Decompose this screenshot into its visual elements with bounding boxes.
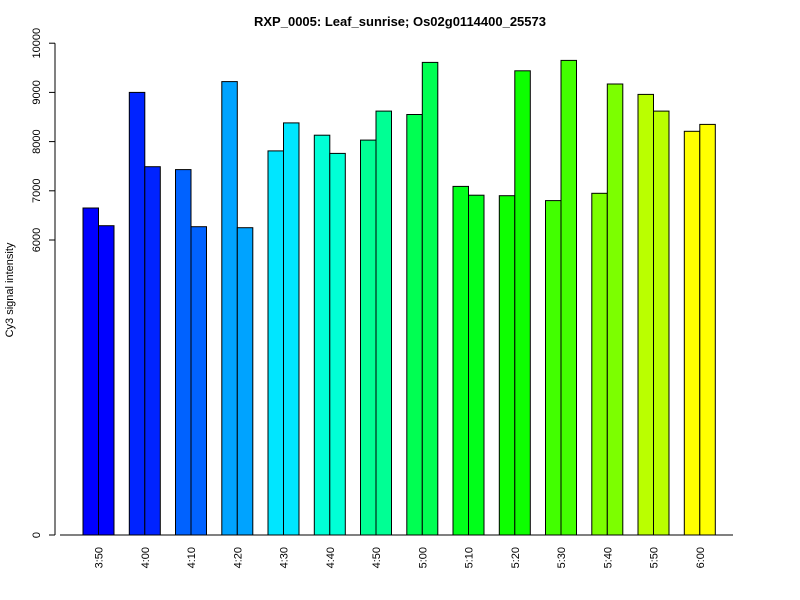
x-tick-label: 4:30 (279, 547, 291, 568)
x-tick-label: 5:40 (602, 547, 614, 568)
bar-540-2 (606, 83, 624, 536)
x-tick-label: 4:20 (232, 547, 244, 568)
bar-400-2 (144, 166, 161, 536)
bar-410-1 (175, 169, 192, 536)
bar-510-2 (468, 194, 485, 536)
y-tick-label: 8000 (31, 129, 43, 153)
bar-350-2 (98, 225, 115, 536)
bar-420-1 (221, 81, 238, 536)
bar-500-2 (421, 61, 439, 536)
x-axis: 3:50 4:00 4:10 4:20 4:30 4:40 4:50 5:00 5:10 5:20… (60, 534, 733, 568)
x-tick-label: 4:00 (140, 547, 152, 568)
x-tick-label: 5:30 (556, 547, 568, 568)
chart-title: RXP_0005: Leaf_sunrise; Os02g0114400_255… (254, 14, 546, 29)
x-tick-label: 5:10 (464, 547, 476, 568)
bar-430-2 (283, 122, 300, 536)
bar-420-2 (236, 227, 254, 536)
bars-group (82, 59, 716, 536)
x-tick-label: 4:10 (186, 547, 198, 568)
bar-600-2 (699, 123, 716, 536)
y-tick-label: 10000 (31, 28, 43, 59)
x-tick-label: 3:50 (94, 547, 106, 568)
bar-550-2 (653, 110, 670, 536)
x-tick-label: 6:00 (695, 547, 707, 568)
bar-450-2 (375, 110, 392, 536)
bar-510-1 (452, 185, 469, 536)
x-tick-label: 4:50 (371, 547, 383, 568)
bar-450-1 (360, 139, 377, 536)
bar-440-1 (313, 134, 331, 536)
bar-600-1 (683, 130, 701, 536)
x-tick-label: 4:40 (325, 547, 337, 568)
bar-410-2 (190, 226, 207, 536)
y-tick-label: 6000 (31, 228, 43, 252)
bar-400-1 (128, 91, 146, 536)
bar-540-1 (591, 192, 608, 536)
bar-550-1 (637, 93, 654, 536)
x-tick-label: 5:50 (649, 547, 661, 568)
y-tick-label: 9000 (31, 80, 43, 104)
bar-350-1 (82, 207, 99, 536)
x-tick-label: 5:20 (510, 547, 522, 568)
bar-520-2 (514, 70, 531, 536)
bar-530-1 (545, 200, 562, 536)
y-axis: 0 6000 7000 8000 9000 10000 (31, 28, 56, 538)
bar-530-2 (560, 59, 577, 536)
y-axis-label: Cy3 signal intensity (4, 242, 16, 337)
bar-500-1 (406, 114, 423, 536)
bar-520-1 (498, 195, 516, 536)
x-tick-label: 5:00 (417, 547, 429, 568)
bar-440-2 (329, 152, 346, 536)
y-tick-label: 7000 (31, 179, 43, 203)
y-tick-label: 0 (31, 532, 43, 538)
bar-430-1 (267, 150, 284, 536)
